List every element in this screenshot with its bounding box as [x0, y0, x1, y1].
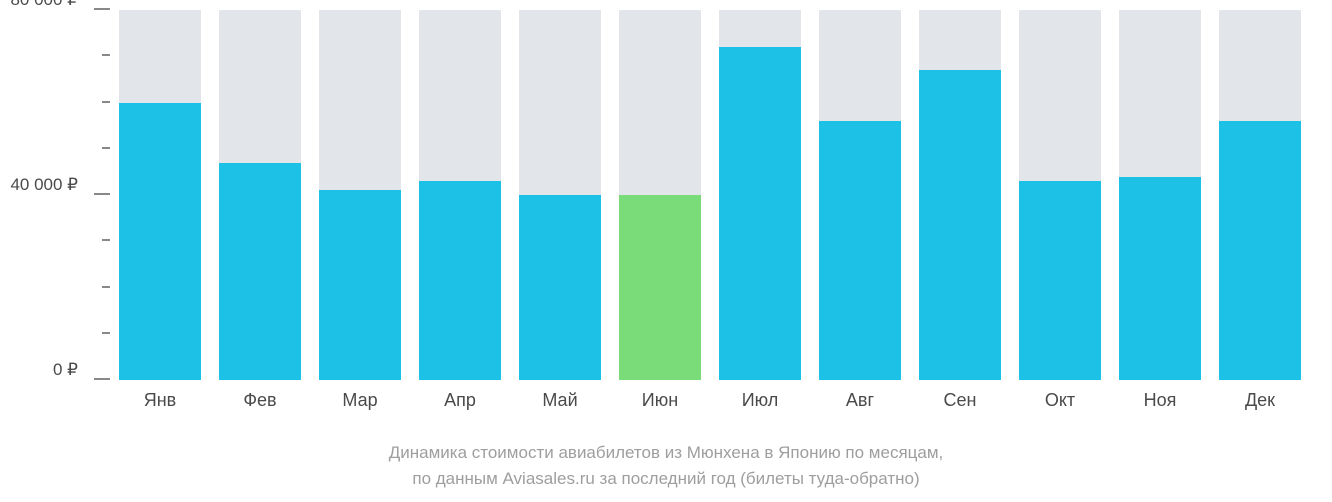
- caption-line-1: Динамика стоимости авиабилетов из Мюнхен…: [0, 440, 1332, 466]
- bar-slot: [510, 10, 610, 380]
- bar: [219, 163, 301, 380]
- bar: [819, 121, 901, 380]
- y-tick-label: 0 ₽: [53, 360, 88, 380]
- x-axis-label: Янв: [110, 390, 210, 411]
- bar: [319, 190, 401, 380]
- y-tick-mark: [102, 239, 110, 241]
- plot-area: 0 ₽40 000 ₽80 000 ₽: [110, 10, 1310, 380]
- bar-slot: [1210, 10, 1310, 380]
- x-axis-label: Ноя: [1110, 390, 1210, 411]
- bar: [1019, 181, 1101, 380]
- bar-slot: [410, 10, 510, 380]
- bar-slot: [810, 10, 910, 380]
- bar: [419, 181, 501, 380]
- y-tick-mark: [102, 147, 110, 149]
- bar-slot: [710, 10, 810, 380]
- x-axis-label: Июн: [610, 390, 710, 411]
- price-chart: 0 ₽40 000 ₽80 000 ₽ ЯнвФевМарАпрМайИюнИю…: [0, 0, 1332, 502]
- bar: [519, 195, 601, 380]
- x-axis-label: Мар: [310, 390, 410, 411]
- bar-slot: [110, 10, 210, 380]
- x-axis-label: Апр: [410, 390, 510, 411]
- y-tick-mark: [102, 332, 110, 334]
- chart-caption: Динамика стоимости авиабилетов из Мюнхен…: [0, 440, 1332, 491]
- bar-slot: [910, 10, 1010, 380]
- x-axis-label: Май: [510, 390, 610, 411]
- bar: [119, 103, 201, 381]
- bar: [619, 195, 701, 380]
- bar-slot: [210, 10, 310, 380]
- bar-slot: [610, 10, 710, 380]
- y-tick-mark: [94, 378, 110, 380]
- bar: [719, 47, 801, 380]
- bar-slot: [1110, 10, 1210, 380]
- y-tick-mark: [102, 54, 110, 56]
- y-tick-mark: [94, 193, 110, 195]
- x-axis-label: Окт: [1010, 390, 1110, 411]
- caption-line-2: по данным Aviasales.ru за последний год …: [0, 466, 1332, 492]
- y-tick-label: 80 000 ₽: [10, 0, 88, 10]
- bar: [1119, 177, 1201, 381]
- bar-slot: [1010, 10, 1110, 380]
- x-axis-label: Сен: [910, 390, 1010, 411]
- x-axis-label: Июл: [710, 390, 810, 411]
- bar: [919, 70, 1001, 380]
- y-tick-mark: [102, 286, 110, 288]
- y-tick-label: 40 000 ₽: [10, 175, 88, 195]
- x-axis-labels: ЯнвФевМарАпрМайИюнИюлАвгСенОктНояДек: [110, 390, 1310, 411]
- x-axis-label: Фев: [210, 390, 310, 411]
- bar-slot: [310, 10, 410, 380]
- x-axis-label: Дек: [1210, 390, 1310, 411]
- bars-group: [110, 10, 1310, 380]
- y-tick-mark: [94, 8, 110, 10]
- y-tick-mark: [102, 101, 110, 103]
- bar: [1219, 121, 1301, 380]
- x-axis-label: Авг: [810, 390, 910, 411]
